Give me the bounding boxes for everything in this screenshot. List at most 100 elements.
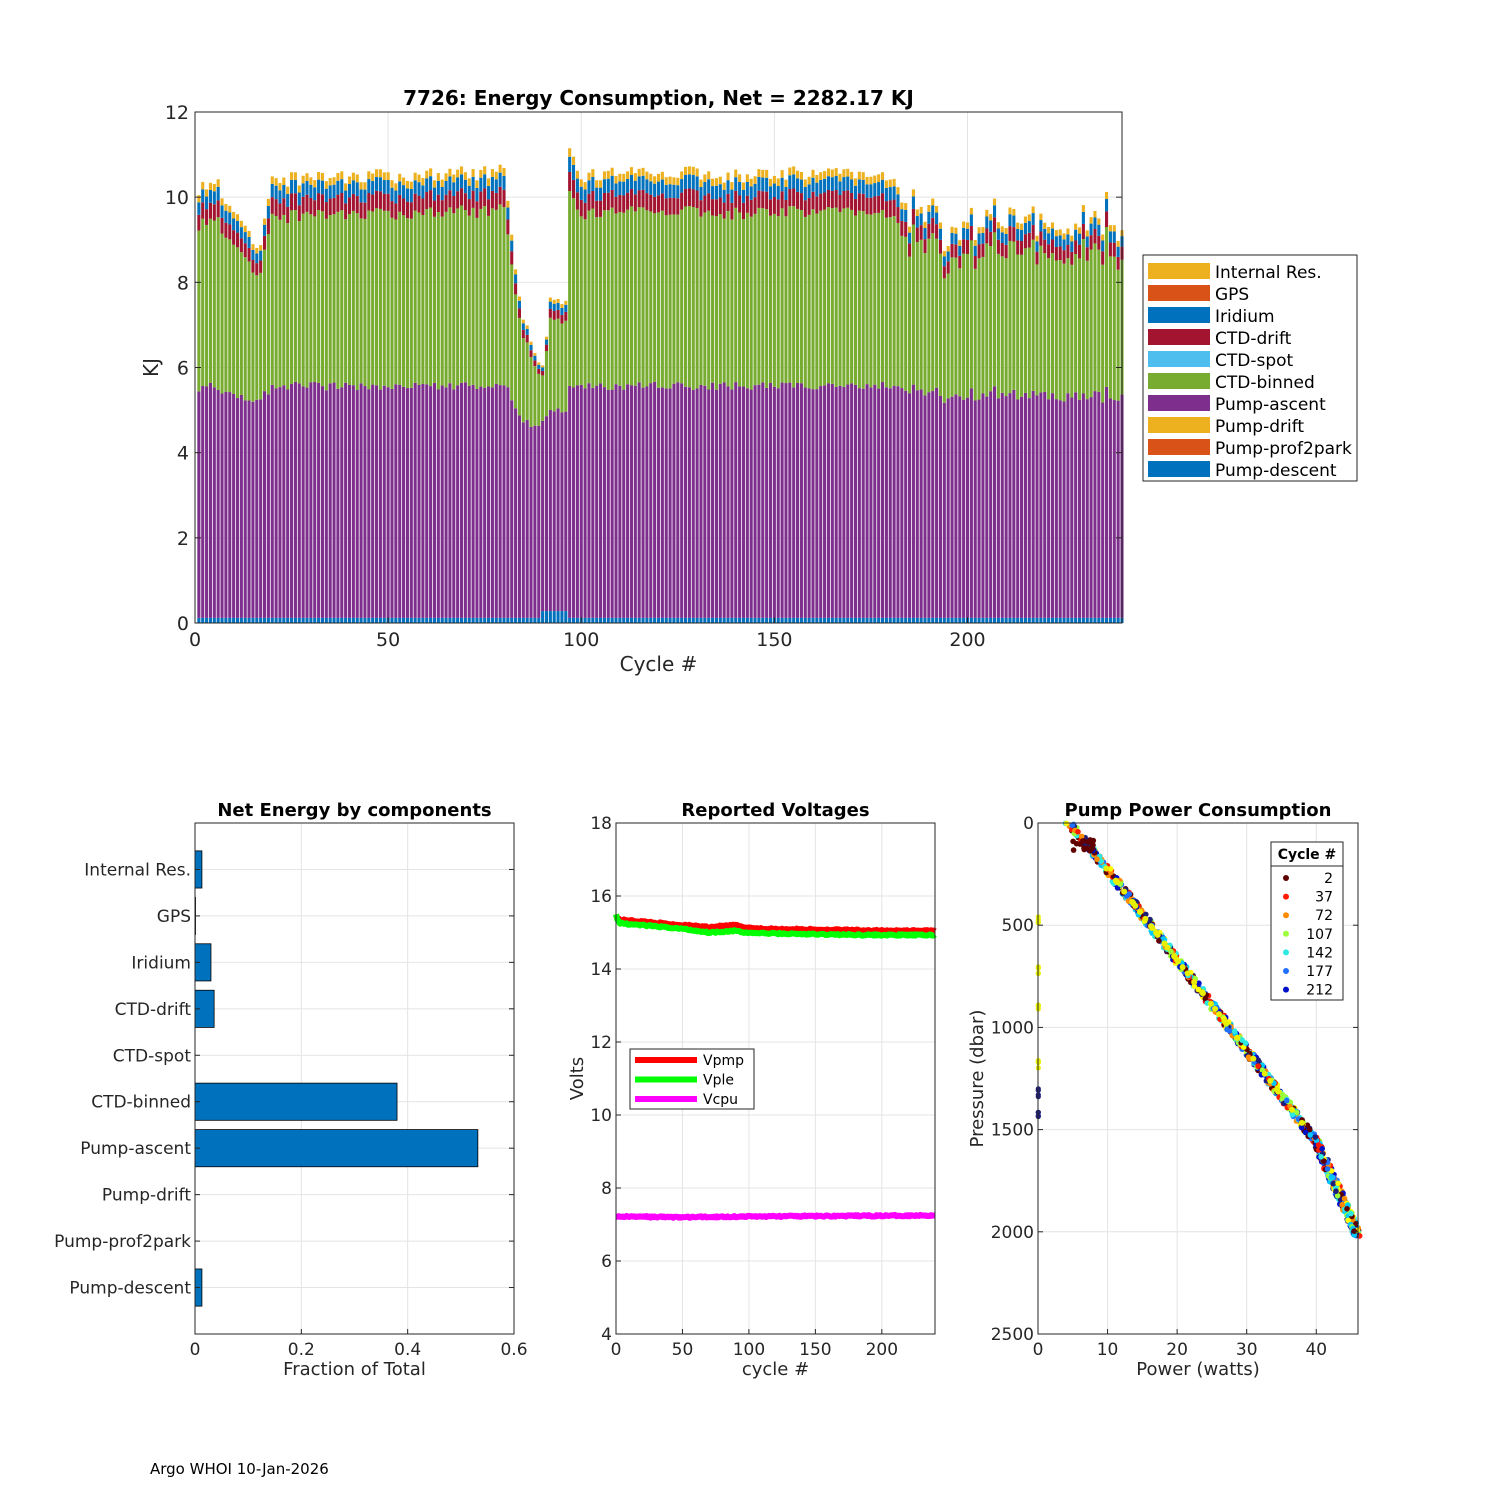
energy-bar-ctd-drift [533, 360, 537, 367]
energy-bar-ctd-drift [432, 200, 437, 217]
energy-bar-pump-descent [243, 617, 247, 623]
energy-bar-pump-ascent [830, 383, 834, 618]
energy-bar-iridium [201, 189, 205, 203]
energy-chart-title: 7726: Energy Consumption, Net = 2282.17 … [403, 86, 914, 110]
energy-bar-pump-ascent [313, 382, 317, 618]
energy-bar-iridium [680, 179, 684, 193]
energy-bar-iridium [803, 186, 807, 201]
energy-bar-iridium [761, 177, 765, 192]
energy-bar-pump-descent [811, 617, 815, 623]
energy-bar-ctd-drift [529, 350, 533, 358]
energy-bar-iridium [351, 180, 355, 194]
energy-bar-pump-descent [680, 617, 684, 623]
energy-bar-ctd-drift [757, 190, 761, 208]
energy-bar-iridium [216, 186, 220, 201]
energy-bar-pump-ascent [359, 383, 363, 618]
energy-bar-iridium [1008, 214, 1012, 227]
pump-legend-marker [1283, 930, 1289, 937]
energy-bar-internal-res- [1077, 227, 1082, 234]
energy-bar-ctd-drift [579, 199, 583, 217]
energy-bar-pump-ascent [347, 384, 352, 618]
energy-bar-iridium [788, 175, 792, 190]
energy-bar-pump-ascent [1081, 393, 1085, 618]
energy-bar-pump-ascent [432, 383, 437, 618]
energy-bar-internal-res- [297, 185, 301, 193]
energy-bar-internal-res- [830, 169, 834, 178]
energy-bar-ctd-binned [842, 208, 846, 387]
energy-bar-pump-descent [641, 617, 645, 623]
energy-bar-pump-ascent [656, 387, 661, 618]
energy-bar-ctd-drift [645, 193, 649, 211]
energy-bar-internal-res- [386, 172, 390, 180]
energy-bar-iridium [579, 186, 583, 200]
energy-legend-label: Iridium [1215, 307, 1275, 327]
energy-bar-iridium [1101, 240, 1105, 252]
energy-bar-iridium [568, 156, 572, 172]
energy-bar-ctd-drift [317, 193, 321, 210]
energy-bar-internal-res- [251, 244, 255, 250]
energy-bar-iridium [602, 179, 606, 193]
energy-legend-label: Pump-drift [1215, 417, 1304, 437]
pump-scatter-point [1107, 866, 1114, 872]
energy-bar-ctd-drift [595, 200, 599, 218]
energy-bar-pump-ascent [869, 387, 873, 618]
pump-scatter-point [1255, 1063, 1261, 1069]
pump-scatter-point [1199, 989, 1206, 996]
energy-bar-ctd-binned [954, 257, 958, 395]
energy-bar-iridium [560, 307, 564, 315]
energy-bar-pump-descent [958, 617, 962, 623]
energy-bar-internal-res- [313, 180, 317, 188]
energy-bar-pump-ascent [320, 386, 325, 618]
energy-bar-pump-descent [344, 617, 348, 623]
energy-bar-pump-descent [911, 617, 915, 623]
energy-bar-pump-descent [838, 617, 842, 623]
energy-bar-iridium [965, 228, 970, 240]
energy-bar-pump-ascent [838, 385, 842, 618]
pump-legend-title: Cycle # [1278, 847, 1337, 863]
energy-bar-pump-ascent [1008, 393, 1012, 618]
energy-bar-iridium [730, 189, 734, 203]
energy-bar-internal-res- [653, 176, 657, 184]
energy-bar-pump-descent [351, 617, 355, 623]
energy-bar-ctd-binned [390, 217, 394, 389]
energy-bar-pump-ascent [776, 388, 780, 618]
energy-bar-pump-ascent [1108, 398, 1112, 618]
energy-bar-ctd-drift [649, 194, 653, 212]
energy-bar-ctd-drift [880, 193, 885, 210]
energy-bar-ctd-drift [857, 193, 861, 211]
energy-bar-iridium [629, 174, 634, 189]
energy-bar-pump-descent [1070, 617, 1074, 623]
energy-bar-ctd-binned [259, 272, 263, 400]
voltage-ytick-label: 14 [590, 960, 612, 980]
energy-bar-pump-descent [722, 617, 726, 623]
energy-bar-pump-ascent [239, 394, 243, 618]
energy-bar-ctd-drift [977, 244, 981, 259]
energy-bar-internal-res- [529, 341, 533, 345]
energy-bar-ctd-drift [313, 200, 317, 217]
energy-bar-internal-res- [270, 176, 274, 184]
pump-ytick-label: 2000 [991, 1223, 1034, 1243]
energy-bar-ctd-drift [301, 196, 305, 214]
energy-bar-pump-descent [305, 617, 309, 623]
energy-bar-internal-res- [938, 222, 943, 229]
energy-bar-internal-res- [853, 178, 858, 186]
energy-bar-pump-descent [374, 617, 379, 623]
energy-bar-ctd-drift [985, 228, 989, 244]
energy-bar-pump-ascent [324, 390, 328, 618]
energy-bar-pump-descent [714, 617, 718, 623]
voltage-xtick-label: 0 [611, 1340, 622, 1360]
energy-bar-ctd-binned [440, 216, 444, 386]
energy-bar-ctd-binned [405, 218, 409, 389]
energy-legend-swatch [1148, 461, 1210, 477]
energy-bar-iridium [633, 180, 637, 195]
energy-bar-ctd-binned [502, 207, 506, 386]
energy-bar-iridium [664, 184, 668, 199]
energy-bar-internal-res- [757, 169, 761, 177]
energy-bar-internal-res- [649, 173, 653, 182]
energy-bar-pump-descent [807, 617, 811, 623]
pump-legend-label: 177 [1306, 964, 1333, 980]
energy-bar-iridium [374, 177, 379, 191]
energy-bar-pump-ascent [305, 387, 309, 618]
energy-bar-ctd-drift [235, 232, 240, 248]
energy-bar-internal-res- [533, 353, 537, 356]
